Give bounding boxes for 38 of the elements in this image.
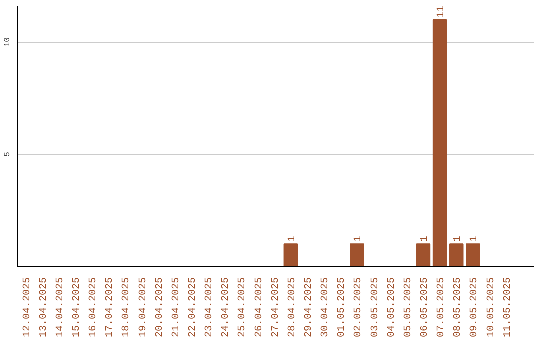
x-tick-label: 09.05.2025 [470, 277, 481, 338]
x-tick-label: 30.04.2025 [320, 277, 332, 338]
x-tick-label: 10.05.2025 [486, 277, 498, 338]
x-tick-label: 24.04.2025 [221, 277, 232, 338]
x-tick-label: 04.05.2025 [386, 277, 398, 338]
x-tick-label: 08.05.2025 [453, 277, 464, 338]
data-label: 1 [354, 236, 365, 242]
data-label: 11 [436, 6, 448, 18]
x-tick-label: 02.05.2025 [354, 277, 365, 338]
x-tick-label: 01.05.2025 [337, 277, 348, 338]
y-tick-label: 5 [4, 152, 12, 157]
data-label: 1 [420, 236, 431, 242]
x-tick-label: 13.04.2025 [38, 277, 50, 338]
x-tick-label: 05.05.2025 [403, 277, 414, 338]
x-tick-label: 19.04.2025 [138, 277, 150, 338]
x-tick-label: 15.04.2025 [72, 277, 83, 338]
x-tick-label: 14.04.2025 [55, 277, 66, 338]
data-label: 1 [453, 236, 464, 242]
x-tick-label: 28.04.2025 [287, 277, 298, 338]
x-tick-label: 22.04.2025 [188, 277, 199, 338]
x-tick-label: 20.04.2025 [154, 277, 166, 338]
x-tick-label: 03.05.2025 [370, 277, 382, 338]
x-tick-label: 23.04.2025 [204, 277, 216, 338]
x-tick-label: 18.04.2025 [122, 277, 133, 338]
x-tick-label: 27.04.2025 [270, 277, 282, 338]
x-tick-label: 12.04.2025 [22, 277, 34, 338]
x-tick-label: 11.05.2025 [502, 277, 514, 338]
x-tick-label: 25.04.2025 [238, 277, 249, 338]
data-label: 1 [470, 236, 481, 242]
y-tick-label: 10 [4, 37, 12, 48]
x-tick-label: 16.04.2025 [88, 277, 100, 338]
x-tick-label: 07.05.2025 [436, 277, 448, 338]
x-tick-label: 26.04.2025 [254, 277, 266, 338]
data-label: 1 [287, 236, 298, 242]
x-tick-label: 29.04.2025 [304, 277, 315, 338]
x-tick-label: 21.04.2025 [171, 277, 182, 338]
x-tick-label: 06.05.2025 [420, 277, 431, 338]
x-tick-label: 17.04.2025 [105, 277, 116, 338]
